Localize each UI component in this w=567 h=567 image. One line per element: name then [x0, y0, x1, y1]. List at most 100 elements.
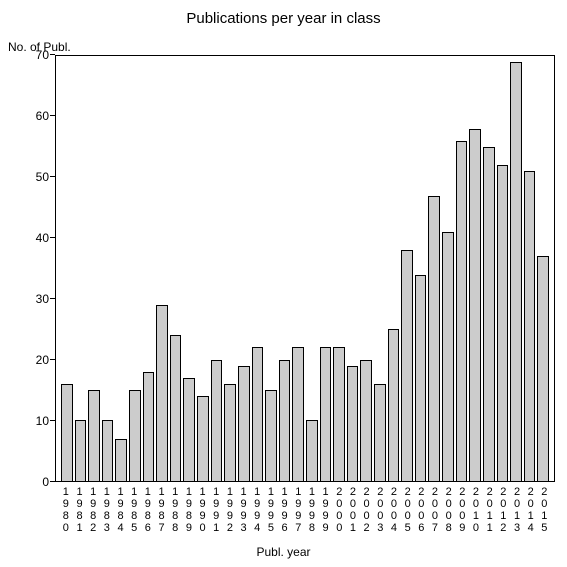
bar-slot — [87, 56, 101, 481]
bar-slot — [359, 56, 373, 481]
x-tick-label: 1988 — [168, 482, 182, 537]
bar — [115, 439, 127, 482]
y-tick-label: 10 — [9, 414, 49, 428]
x-ticks: 1980198119821983198419851986198719881989… — [55, 482, 555, 537]
x-tick-label: 2013 — [510, 482, 524, 537]
bar — [143, 372, 155, 481]
x-tick-label: 2005 — [401, 482, 415, 537]
bar-slot — [169, 56, 183, 481]
bar — [238, 366, 250, 481]
chart-container: Publications per year in class No. of Pu… — [0, 0, 567, 567]
bar-slot — [210, 56, 224, 481]
x-tick-label: 1992 — [223, 482, 237, 537]
bar — [483, 147, 495, 481]
x-tick-label: 1985 — [127, 482, 141, 537]
bar — [102, 420, 114, 481]
bar — [442, 232, 454, 481]
bar-slot — [251, 56, 265, 481]
x-tick-label: 1980 — [59, 482, 73, 537]
bar — [183, 378, 195, 481]
bar — [211, 360, 223, 481]
bar — [292, 347, 304, 481]
y-tick-label: 50 — [9, 170, 49, 184]
x-tick-label: 2008 — [442, 482, 456, 537]
bar — [524, 171, 536, 481]
x-tick-label: 1993 — [237, 482, 251, 537]
bar-slot — [523, 56, 537, 481]
bar-slot — [128, 56, 142, 481]
bar-slot — [60, 56, 74, 481]
bar-slot — [468, 56, 482, 481]
bar-slot — [101, 56, 115, 481]
x-tick-label: 1984 — [114, 482, 128, 537]
bar — [75, 420, 87, 481]
bar — [360, 360, 372, 481]
y-tick-label: 0 — [9, 475, 49, 489]
bar-slot — [223, 56, 237, 481]
bar-slot — [264, 56, 278, 481]
x-tick-label: 1994 — [250, 482, 264, 537]
bar-slot — [332, 56, 346, 481]
bar-slot — [291, 56, 305, 481]
bar-slot — [387, 56, 401, 481]
bar-slot — [155, 56, 169, 481]
x-tick-label: 2010 — [469, 482, 483, 537]
bar-slot — [373, 56, 387, 481]
bar-slot — [414, 56, 428, 481]
bar — [415, 275, 427, 481]
x-tick-label: 2003 — [373, 482, 387, 537]
bar — [401, 250, 413, 481]
x-tick-label: 1986 — [141, 482, 155, 537]
bar — [265, 390, 277, 481]
y-tick-label: 70 — [9, 48, 49, 62]
x-tick-label: 1981 — [73, 482, 87, 537]
bar — [320, 347, 332, 481]
bar-slot — [237, 56, 251, 481]
x-tick-label: 1991 — [209, 482, 223, 537]
bar — [428, 196, 440, 481]
bar — [170, 335, 182, 481]
bar-slot — [441, 56, 455, 481]
bar-slot — [496, 56, 510, 481]
x-tick-label: 1989 — [182, 482, 196, 537]
chart-title: Publications per year in class — [0, 10, 567, 27]
y-tick-label: 30 — [9, 292, 49, 306]
bar — [197, 396, 209, 481]
bar-slot — [278, 56, 292, 481]
bars — [56, 56, 554, 481]
x-tick-label: 2011 — [483, 482, 497, 537]
bar-slot — [305, 56, 319, 481]
x-axis-label: Publ. year — [0, 545, 567, 559]
x-tick-label: 1995 — [264, 482, 278, 537]
x-tick-label: 2006 — [414, 482, 428, 537]
y-tick-label: 20 — [9, 353, 49, 367]
bar-slot — [182, 56, 196, 481]
plot-area — [55, 55, 555, 482]
x-tick-label: 2004 — [387, 482, 401, 537]
bar — [374, 384, 386, 481]
x-tick-label: 1983 — [100, 482, 114, 537]
bar — [388, 329, 400, 481]
bar — [279, 360, 291, 481]
x-tick-label: 2012 — [497, 482, 511, 537]
x-tick-label: 1999 — [319, 482, 333, 537]
bar — [333, 347, 345, 481]
bar — [510, 62, 522, 481]
x-tick-label: 1990 — [196, 482, 210, 537]
bar-slot — [482, 56, 496, 481]
y-tick-label: 40 — [9, 231, 49, 245]
bar — [252, 347, 264, 481]
bar-slot — [427, 56, 441, 481]
x-tick-label: 2014 — [524, 482, 538, 537]
bar-slot — [74, 56, 88, 481]
bar — [456, 141, 468, 481]
x-tick-label: 2002 — [360, 482, 374, 537]
x-tick-label: 2009 — [455, 482, 469, 537]
x-tick-label: 1987 — [155, 482, 169, 537]
y-ticks: 010203040506070 — [0, 55, 55, 482]
y-tick-label: 60 — [9, 109, 49, 123]
bar — [61, 384, 73, 481]
x-tick-label: 2007 — [428, 482, 442, 537]
bar — [156, 305, 168, 481]
x-tick-label: 2001 — [346, 482, 360, 537]
